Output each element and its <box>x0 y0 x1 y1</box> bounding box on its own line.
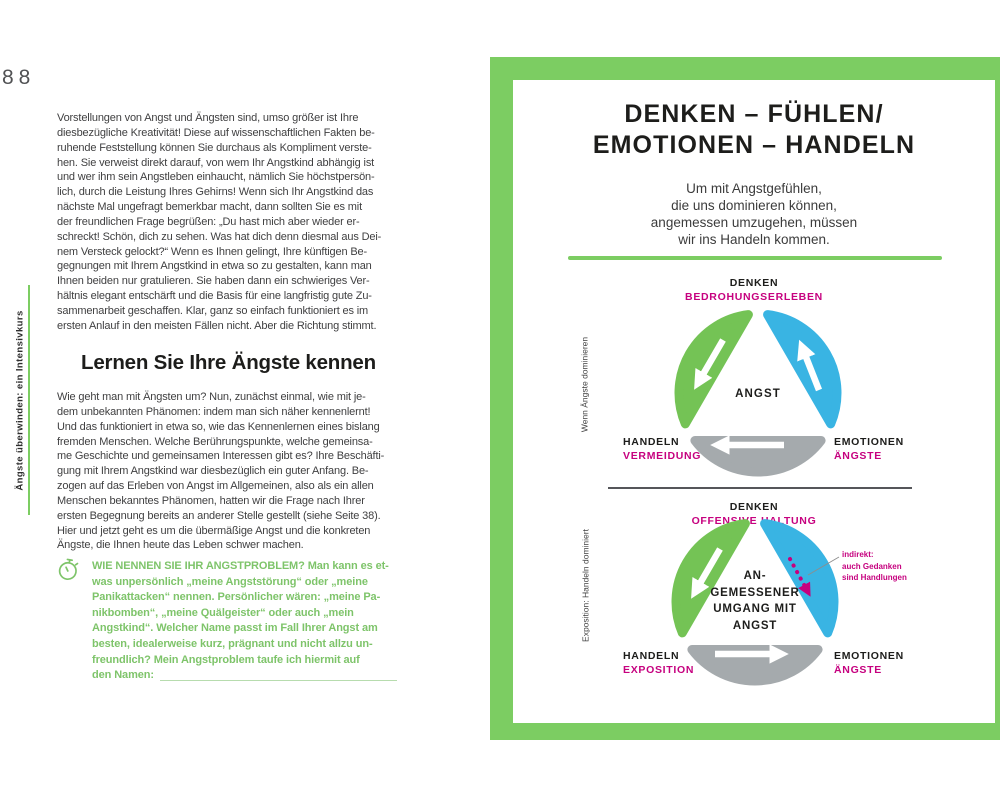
d2-center-label: AN- GEMESSENER UMGANG MIT ANGST <box>680 568 830 634</box>
text-line: ruhende Feststellung können Sie durchaus… <box>57 141 372 154</box>
text-line: freundlich? Mein Angstproblem taufe ich … <box>92 653 360 666</box>
text-line: nikbomben“, „meine Quälgeister“ oder auc… <box>92 606 354 619</box>
text-line: nächste Mal ungefragt bemerkbar macht, d… <box>57 201 362 214</box>
d1-arrow-down-left <box>694 338 726 390</box>
text-line: GEMESSENER <box>710 586 800 599</box>
stopwatch-icon <box>58 558 79 581</box>
green-divider-line <box>568 256 942 260</box>
d2-right-sublabel: ÄNGSTE <box>834 664 882 676</box>
exercise-block: WIE NENNEN SIE IHR ANGSTPROBLEM? Man kan… <box>92 559 397 684</box>
d1-green-petal-denken-handeln <box>674 310 753 429</box>
annotation-pointer-line <box>807 556 840 576</box>
text-line: me Geschichte und gemeinsamen Interessen… <box>57 450 385 463</box>
paragraph-2: Wie geht man mit Ängsten um? Nun, zunäch… <box>57 390 400 553</box>
text-line: schreckt! Schön, dich zu sehen. Was hat … <box>57 230 382 243</box>
d1-side-label: Wenn Ängste dominieren <box>579 336 590 433</box>
text-line: sammenarbeit geschaffen. Klar, ganz so e… <box>57 304 369 317</box>
d2-left-label: HANDELN <box>623 650 680 662</box>
d2-top-label: DENKEN <box>729 501 779 513</box>
text-line: Angstkind“. Welcher Name passt im Fall I… <box>92 622 378 635</box>
text-line: UMGANG MIT <box>713 603 797 615</box>
d1-top-sublabel: BEDROHUNGSERLEBEN <box>685 291 823 303</box>
d1-left-sublabel: VERMEIDUNG <box>623 450 702 462</box>
exercise-fill-in-row: den Namen: <box>92 668 397 684</box>
d1-top-label: DENKEN <box>729 277 779 289</box>
exercise-text: WIE NENNEN SIE IHR ANGSTPROBLEM? Man kan… <box>92 559 397 668</box>
text-line: Menschen bekanntes Phänomen, hatten wir … <box>57 494 365 507</box>
paragraph-1: Vorstellungen von Angst und Ängsten sind… <box>57 111 400 334</box>
section-heading: Lernen Sie Ihre Ängste kennen <box>81 351 376 374</box>
text-line: ersten Anlauf in den meisten Fällen nich… <box>57 319 377 332</box>
text-line: Wie geht man mit Ängsten um? Nun, zunäch… <box>57 391 366 403</box>
panel-subtitle: Um mit Angstgefühlen, die uns dominieren … <box>513 180 995 248</box>
panel-title: DENKEN – FÜHLEN/ EMOTIONEN – HANDELN <box>513 99 995 161</box>
spine-accent-line <box>28 285 30 515</box>
text-line: und wer ihm sein Angstleben einhaucht, n… <box>57 171 375 184</box>
text-line: die uns dominieren können, <box>671 198 837 213</box>
gray-divider-line <box>608 487 912 489</box>
fill-in-blank-line <box>159 679 397 681</box>
d1-blue-petal-emotionen-denken <box>763 310 842 429</box>
chapter-sidebar-label: Ängste überwinden: ein Intensivkurs <box>14 310 26 491</box>
text-line: WIE NENNEN SIE IHR ANGSTPROBLEM? Man kan… <box>92 560 389 572</box>
text-line: Ängste, die Ihnen heute das Leben schwer… <box>57 539 304 552</box>
panel-title-line1: DENKEN – FÜHLEN/ <box>624 100 884 128</box>
d2-dotted-arrow-indirect <box>788 557 811 597</box>
text-line: zogen auf das Erleben von Angst im Allge… <box>57 480 374 493</box>
text-line: nem Versteck gelockt?“ Wenn es Ihnen gel… <box>57 245 367 258</box>
d1-center-label: ANGST <box>735 388 781 400</box>
d1-arrow-up <box>797 339 823 392</box>
d2-annotation: indirekt: auch Gedanken sind Handlungen <box>842 549 952 584</box>
text-line: Und das funktioniert in etwa so, wie das… <box>57 420 380 433</box>
d2-green-petal-denken-handeln <box>671 519 750 638</box>
text-line: hen. Sie verweist direkt darauf, von wem… <box>57 156 375 169</box>
d2-left-sublabel: EXPOSITION <box>623 664 695 676</box>
text-line: Panikattacken“ nennen. Persönlicher wäre… <box>92 591 381 604</box>
text-line: besten, idealerweise kurz, prägnant und … <box>92 637 373 650</box>
text-line: angemessen umzugehen, müssen <box>650 215 858 230</box>
d2-right-label: EMOTIONEN <box>834 650 904 662</box>
text-line: hältnis elegant entschärft und die Basis… <box>57 290 372 303</box>
diagram-panel-frame <box>490 57 1000 740</box>
text-line: auch Gedanken <box>842 561 902 571</box>
text-line: Ihnen beiden nur gratulieren. Sie haben … <box>57 275 370 288</box>
text-line: gung mit Ihrem Angstkind war diesbezügli… <box>57 465 369 478</box>
text-line: sind Handlungen <box>842 573 907 582</box>
cycle-diagram-1 <box>674 310 842 477</box>
text-line: indirekt: <box>842 550 874 559</box>
text-line: lich, durch die Leistung Ihres Gehirns! … <box>57 186 374 199</box>
text-line: AN- <box>743 570 767 582</box>
d1-right-label: EMOTIONEN <box>834 436 904 448</box>
panel-title-line2: EMOTIONEN – HANDELN <box>592 131 916 159</box>
text-line: Um mit Angstgefühlen, <box>686 181 822 196</box>
text-line: ersten Begegnung bereits an anderer Stel… <box>57 509 381 522</box>
cycle-diagram-2 <box>671 519 840 686</box>
text-line: ANGST <box>732 619 778 632</box>
d1-right-sublabel: ÄNGSTE <box>834 450 882 462</box>
exercise-fill-in-label: den Namen: <box>92 669 154 682</box>
d1-left-label: HANDELN <box>623 436 680 448</box>
text-line: Vorstellungen von Angst und Ängsten sind… <box>57 112 359 124</box>
text-line: fremden Menschen. Welche Berührungspunkt… <box>57 435 373 448</box>
text-line: diesbezügliche Kreativität! Diese auf wi… <box>57 126 375 139</box>
page-number: 88 <box>2 66 36 89</box>
text-line: wir ins Handeln kommen. <box>678 232 830 247</box>
d2-arrow-down-left <box>691 547 723 599</box>
text-line: Hier und jetzt geht es um die übermäßige… <box>57 524 371 537</box>
text-line: gegnungen mit Ihrem Angstkind in etwa so… <box>57 260 372 273</box>
d2-side-label: Exposition: Handeln dominiert <box>580 529 591 642</box>
text-line: dem unbekannten Phänomen: indem man sich… <box>57 405 371 418</box>
diagram-panel <box>513 80 995 723</box>
text-line: was unpersönlich „meine Angststörung“ od… <box>92 575 368 588</box>
text-line: der freundlichen Frage begrüßen: „Du has… <box>57 215 360 228</box>
